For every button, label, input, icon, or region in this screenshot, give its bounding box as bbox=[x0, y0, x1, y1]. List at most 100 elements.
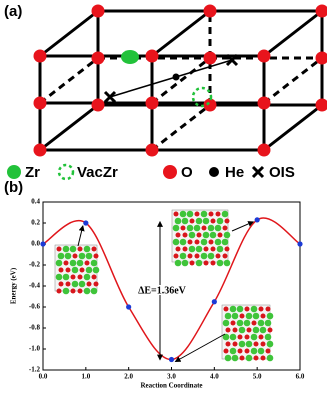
inset-atom bbox=[266, 307, 271, 312]
inset-atom bbox=[253, 313, 260, 320]
inset-atom bbox=[79, 253, 86, 260]
lattice-edge bbox=[152, 58, 210, 103]
inset-atom bbox=[215, 239, 222, 246]
inset-atom bbox=[195, 254, 200, 259]
arrow bbox=[176, 334, 226, 362]
inset-atom bbox=[224, 260, 231, 267]
oxygen-atom bbox=[92, 52, 105, 65]
inset-atom bbox=[246, 313, 253, 320]
inset-atom bbox=[224, 232, 231, 239]
x-tick-label: 3.0 bbox=[167, 373, 176, 381]
inset-atom bbox=[59, 282, 64, 287]
inset-atom bbox=[70, 260, 77, 267]
inset-atom bbox=[66, 282, 71, 287]
inset-atom bbox=[233, 328, 238, 333]
inset-atom bbox=[56, 274, 63, 281]
inset-atom bbox=[175, 260, 182, 267]
oxygen-atom bbox=[146, 50, 159, 63]
inset-atom bbox=[251, 348, 258, 355]
inset-atom bbox=[80, 268, 85, 273]
inset-atom bbox=[188, 254, 193, 259]
inset-atom bbox=[196, 246, 203, 253]
inset-atom bbox=[91, 288, 98, 295]
y-axis-label: Energy (eV) bbox=[10, 267, 18, 304]
inset-atom bbox=[222, 211, 229, 218]
inset-atom bbox=[237, 320, 244, 327]
lattice bbox=[34, 5, 327, 157]
inset-atom bbox=[232, 313, 239, 320]
panel-label: (a) bbox=[4, 3, 22, 20]
point bbox=[212, 299, 217, 304]
legend-label: OIS bbox=[269, 164, 295, 181]
lattice-edge bbox=[40, 105, 98, 150]
x-tick-label: 1.0 bbox=[81, 373, 90, 381]
inset-atom bbox=[215, 225, 222, 232]
oxygen-atom bbox=[258, 50, 271, 63]
y-tick-label: -0.2 bbox=[29, 261, 41, 269]
inset-atom bbox=[260, 327, 267, 334]
zr-atom bbox=[121, 50, 139, 64]
inset-atom bbox=[245, 307, 250, 312]
inset-atom bbox=[208, 225, 215, 232]
inset-atom bbox=[196, 260, 203, 267]
inset-atom bbox=[245, 349, 250, 354]
inset-atom bbox=[63, 246, 70, 253]
inset-atom bbox=[216, 254, 221, 259]
y-tick-label: -1.0 bbox=[29, 345, 41, 353]
inset-atom bbox=[189, 232, 196, 239]
inset-atom bbox=[182, 218, 189, 225]
inset-atom bbox=[194, 225, 201, 232]
inset-atom bbox=[211, 219, 216, 224]
inset-atom bbox=[63, 274, 70, 281]
inset-atom bbox=[84, 288, 91, 295]
inset-atom bbox=[66, 268, 71, 273]
inset-atom bbox=[251, 306, 258, 313]
inset-atom bbox=[201, 211, 208, 218]
inset-atom bbox=[230, 334, 237, 341]
oxygen-atom bbox=[34, 50, 47, 63]
inset-atom bbox=[70, 246, 77, 253]
inset-atom bbox=[189, 246, 196, 253]
inset-atom bbox=[225, 355, 232, 362]
legend-icon bbox=[209, 167, 219, 177]
inset-atom bbox=[196, 218, 203, 225]
lattice-edge bbox=[264, 105, 322, 150]
lattice-edge bbox=[152, 11, 210, 56]
inset-atom bbox=[203, 218, 210, 225]
point bbox=[255, 217, 260, 222]
inset-atom bbox=[183, 233, 188, 238]
inset-atom bbox=[182, 260, 189, 267]
inset-atom bbox=[230, 348, 237, 355]
ois-mark bbox=[253, 167, 263, 177]
inset-atom bbox=[59, 268, 64, 273]
inset-atom bbox=[210, 232, 217, 239]
x-tick-label: 6.0 bbox=[296, 373, 305, 381]
inset-atom bbox=[261, 314, 266, 319]
inset-atom bbox=[259, 307, 264, 312]
inset-atom bbox=[197, 233, 202, 238]
inset-atom bbox=[64, 261, 69, 266]
inset-atom bbox=[176, 233, 181, 238]
inset-atom bbox=[268, 328, 273, 333]
inset-atom bbox=[233, 342, 238, 347]
inset-atom bbox=[85, 261, 90, 266]
y-tick-label: -0.6 bbox=[29, 303, 41, 311]
oxygen-atom bbox=[258, 97, 271, 110]
panel-label: (b) bbox=[4, 179, 23, 196]
y-tick-label: -1.2 bbox=[29, 366, 41, 374]
inset-atom bbox=[92, 275, 97, 280]
inset-atom bbox=[94, 282, 99, 287]
inset-atom bbox=[266, 349, 271, 354]
legend-label: Zr bbox=[25, 164, 40, 181]
inset-atom bbox=[216, 212, 221, 217]
inset-atom bbox=[173, 225, 180, 232]
inset-atom bbox=[267, 355, 274, 362]
point bbox=[40, 241, 45, 246]
inset-atom bbox=[226, 342, 231, 347]
inset-atom bbox=[265, 334, 272, 341]
x-axis-label: Reaction Coordinate bbox=[140, 382, 202, 390]
inset-atom bbox=[209, 212, 214, 217]
